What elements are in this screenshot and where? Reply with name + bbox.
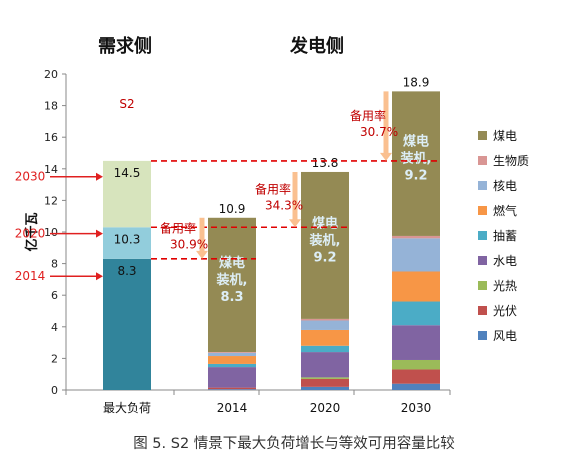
bar-segment-风电 bbox=[392, 383, 440, 390]
demand-bar-segment-2014 bbox=[103, 258, 151, 390]
legend-label: 水电 bbox=[493, 254, 517, 268]
coal-capacity-label: 煤电装机, 9.2 bbox=[309, 215, 341, 265]
section-title-demand: 需求侧 bbox=[98, 35, 152, 57]
legend-label: 抽蓄 bbox=[493, 229, 517, 243]
bar-segment-光伏 bbox=[301, 378, 349, 387]
reserve-rate-label: 备用率 bbox=[255, 182, 291, 197]
scenario-label: S2 bbox=[119, 97, 134, 111]
bar-segment-煤电 bbox=[392, 91, 440, 236]
reserve-rate-value: 30.9% bbox=[170, 237, 208, 251]
bar-segment-光伏 bbox=[392, 369, 440, 384]
reserve-arrowhead bbox=[196, 250, 208, 259]
y-tick-label: 6 bbox=[51, 289, 58, 302]
bar-segment-水电 bbox=[301, 352, 349, 378]
year-marker-label: 2020 bbox=[15, 227, 46, 241]
legend-label: 燃气 bbox=[493, 203, 517, 218]
bar-total-label: 13.8 bbox=[312, 156, 339, 170]
legend-swatch-光伏 bbox=[478, 306, 487, 315]
bar-segment-生物质 bbox=[301, 318, 349, 321]
figure-caption: 图 5. S2 情景下最大负荷增长与等效可用容量比较 bbox=[133, 436, 455, 452]
x-tick-label: 2020 bbox=[310, 401, 341, 415]
coal-capacity-label: 煤电装机, 9.2 bbox=[400, 134, 432, 184]
legend-label: 光伏 bbox=[493, 304, 517, 318]
bar-segment-生物质 bbox=[392, 235, 440, 239]
bar-segment-核电 bbox=[208, 352, 256, 357]
bar-total-label: 18.9 bbox=[403, 75, 430, 89]
reserve-arrowhead bbox=[289, 219, 301, 228]
bar-segment-风电 bbox=[208, 389, 256, 390]
y-tick-label: 8 bbox=[51, 258, 58, 271]
bar-segment-抽蓄 bbox=[208, 363, 256, 368]
reserve-rate-value: 34.3% bbox=[265, 199, 303, 213]
reserve-rate-label: 备用率 bbox=[350, 108, 386, 123]
bar-segment-燃气 bbox=[208, 356, 256, 364]
bar-total-label: 10.9 bbox=[219, 202, 246, 216]
section-title-supply: 发电侧 bbox=[289, 35, 344, 57]
y-tick-label: 14 bbox=[44, 163, 58, 176]
y-tick-label: 2 bbox=[51, 352, 58, 365]
demand-segment-label: 14.5 bbox=[114, 166, 141, 180]
x-tick-label: 2014 bbox=[217, 401, 248, 415]
legend-swatch-煤电 bbox=[478, 131, 487, 140]
legend-swatch-水电 bbox=[478, 256, 487, 265]
y-tick-label: 18 bbox=[44, 100, 58, 113]
legend-label: 煤电 bbox=[493, 129, 517, 143]
y-tick-label: 4 bbox=[51, 321, 58, 334]
year-marker-arrowhead bbox=[96, 229, 103, 238]
x-tick-label: 2030 bbox=[401, 401, 432, 415]
reserve-arrowhead bbox=[380, 152, 392, 161]
year-marker-arrowhead bbox=[96, 272, 103, 281]
capacity-chart: 需求侧 发电侧 0 2 4 6 8 10 12 14 16 18 20 亿千瓦 8.3 10.3 14.5 最大负… bbox=[15, 35, 529, 415]
legend-swatch-光热 bbox=[478, 281, 487, 290]
bar-segment-光热 bbox=[301, 377, 349, 379]
legend-label: 风电 bbox=[493, 329, 517, 343]
demand-segment-label: 8.3 bbox=[117, 264, 136, 278]
legend-label: 光热 bbox=[493, 279, 517, 293]
bar-segment-水电 bbox=[208, 367, 256, 388]
year-marker-label: 2030 bbox=[15, 170, 46, 184]
reserve-rate-value: 30.7% bbox=[360, 125, 398, 139]
bar-segment-风电 bbox=[301, 386, 349, 390]
bar-segment-水电 bbox=[392, 325, 440, 360]
y-axis-label: 亿千瓦 bbox=[24, 212, 40, 251]
bar-segment-光伏 bbox=[208, 387, 256, 390]
x-tick-label: 最大负荷 bbox=[103, 401, 151, 415]
legend-swatch-核电 bbox=[478, 181, 487, 190]
year-marker-label: 2014 bbox=[15, 269, 46, 283]
reserve-rate-label: 备用率 bbox=[160, 220, 196, 235]
demand-bar-segment-2030 bbox=[103, 160, 151, 228]
bar-segment-核电 bbox=[392, 238, 440, 272]
legend-label: 生物质 bbox=[493, 154, 529, 168]
y-tick-label: 12 bbox=[44, 194, 58, 207]
bar-segment-光热 bbox=[392, 359, 440, 370]
demand-bar-segment-2020 bbox=[103, 227, 151, 259]
coal-capacity-label: 煤电装机, 8.3 bbox=[216, 255, 248, 305]
bar-segment-煤电 bbox=[208, 217, 256, 353]
bar-segment-核电 bbox=[301, 320, 349, 330]
bar-segment-抽蓄 bbox=[301, 345, 349, 353]
bar-segment-燃气 bbox=[392, 271, 440, 302]
demand-segment-label: 10.3 bbox=[114, 232, 141, 246]
bar-segment-抽蓄 bbox=[392, 301, 440, 326]
legend-label: 核电 bbox=[493, 179, 517, 193]
legend-swatch-生物质 bbox=[478, 156, 487, 165]
bar-segment-生物质 bbox=[208, 352, 256, 353]
y-tick-label: 10 bbox=[44, 226, 58, 239]
y-tick-label: 20 bbox=[44, 68, 58, 81]
y-tick-label: 0 bbox=[51, 384, 58, 397]
legend-swatch-抽蓄 bbox=[478, 231, 487, 240]
bar-segment-燃气 bbox=[301, 329, 349, 346]
bar-segment-煤电 bbox=[301, 171, 349, 319]
legend-swatch-风电 bbox=[478, 331, 487, 340]
y-tick-label: 16 bbox=[44, 131, 58, 144]
year-marker-arrowhead bbox=[96, 172, 103, 181]
legend-swatch-燃气 bbox=[478, 206, 487, 215]
